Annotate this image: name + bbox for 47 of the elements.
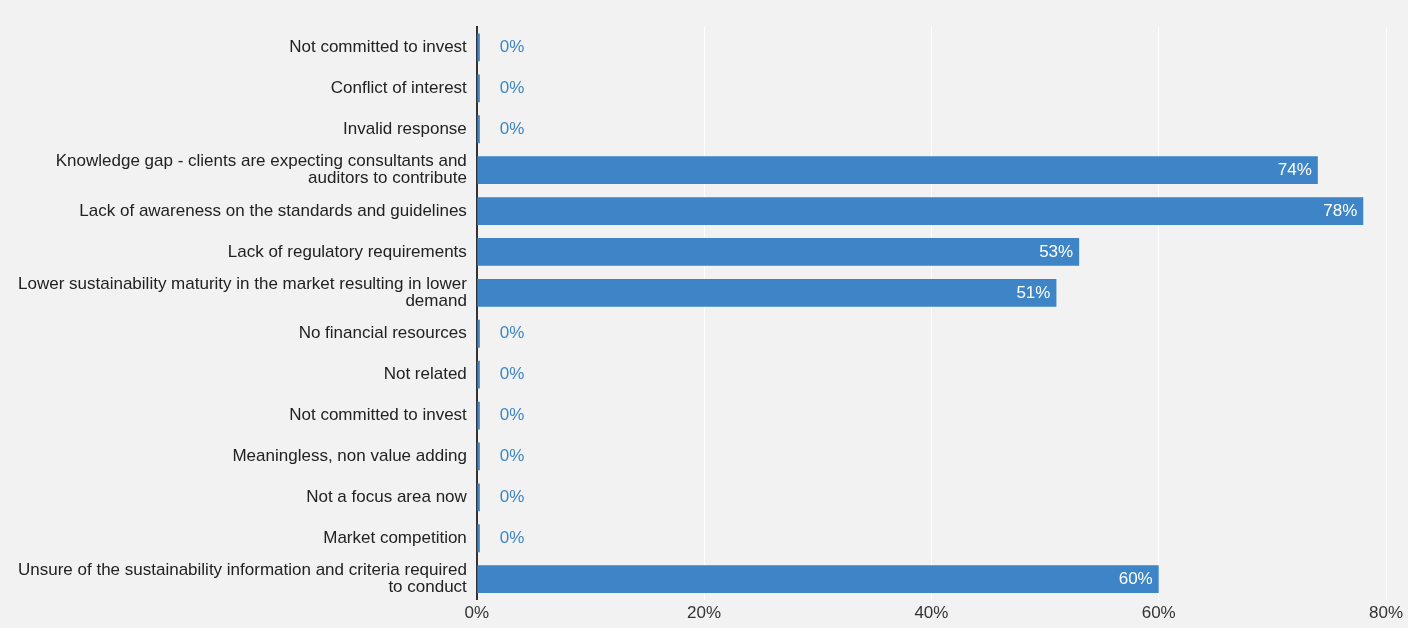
y-tick-label: Lack of regulatory requirements (227, 241, 467, 261)
data-label: 0% (499, 364, 525, 384)
data-label: 0% (499, 78, 525, 98)
y-tick-label: Lower sustainability maturity in the market resulting in lower demand (18, 274, 468, 311)
x-tick-label: 0% (464, 603, 490, 623)
bar (477, 401, 480, 430)
y-tick-label: Knowledge gap - clients are expecting consultants and auditors to contribute (55, 151, 467, 188)
data-label: 53% (1039, 241, 1074, 261)
bar (477, 565, 1159, 594)
data-label: 60% (1118, 568, 1153, 588)
bar (477, 74, 480, 103)
bar (477, 442, 480, 471)
x-tick-label: 80% (1368, 603, 1404, 623)
y-tick-label: Unsure of the sustainability information and criteria required to conduct (18, 560, 468, 597)
bar (477, 197, 1364, 225)
data-label: 74% (1277, 159, 1312, 179)
y-tick-label: Not committed to invest (289, 405, 468, 425)
bar (477, 360, 480, 389)
data-label: 0% (499, 323, 525, 343)
data-label: 0% (499, 446, 525, 466)
y-tick-label: No financial resources (298, 323, 467, 343)
data-label: 0% (499, 405, 525, 425)
y-tick-label: Conflict of interest (330, 78, 468, 98)
bar (477, 115, 480, 144)
x-tick-label: 20% (687, 603, 722, 623)
y-tick-label: Not committed to invest (289, 37, 468, 57)
data-label: 0% (499, 37, 525, 57)
x-tick-label: 60% (1141, 603, 1176, 623)
bar (477, 319, 480, 348)
bar (477, 278, 1057, 307)
x-tick-label: 40% (914, 603, 949, 623)
bar (477, 33, 480, 62)
y-tick-label: Not related (383, 364, 467, 384)
bar (477, 156, 1318, 185)
data-label: 0% (499, 527, 525, 547)
data-label: 0% (499, 487, 525, 507)
bar (477, 238, 1080, 266)
bar (477, 524, 480, 553)
y-tick-label: Not a focus area now (306, 487, 468, 507)
bar (477, 483, 480, 512)
y-tick-label: Lack of awareness on the standards and guidelines (79, 200, 467, 220)
y-tick-label: Invalid response (343, 118, 467, 138)
data-label: 51% (1016, 282, 1051, 302)
data-label: 78% (1323, 200, 1358, 220)
data-label: 0% (499, 118, 525, 138)
y-tick-label: Market competition (323, 527, 467, 547)
y-tick-label: Meaningless, non value adding (232, 446, 467, 466)
